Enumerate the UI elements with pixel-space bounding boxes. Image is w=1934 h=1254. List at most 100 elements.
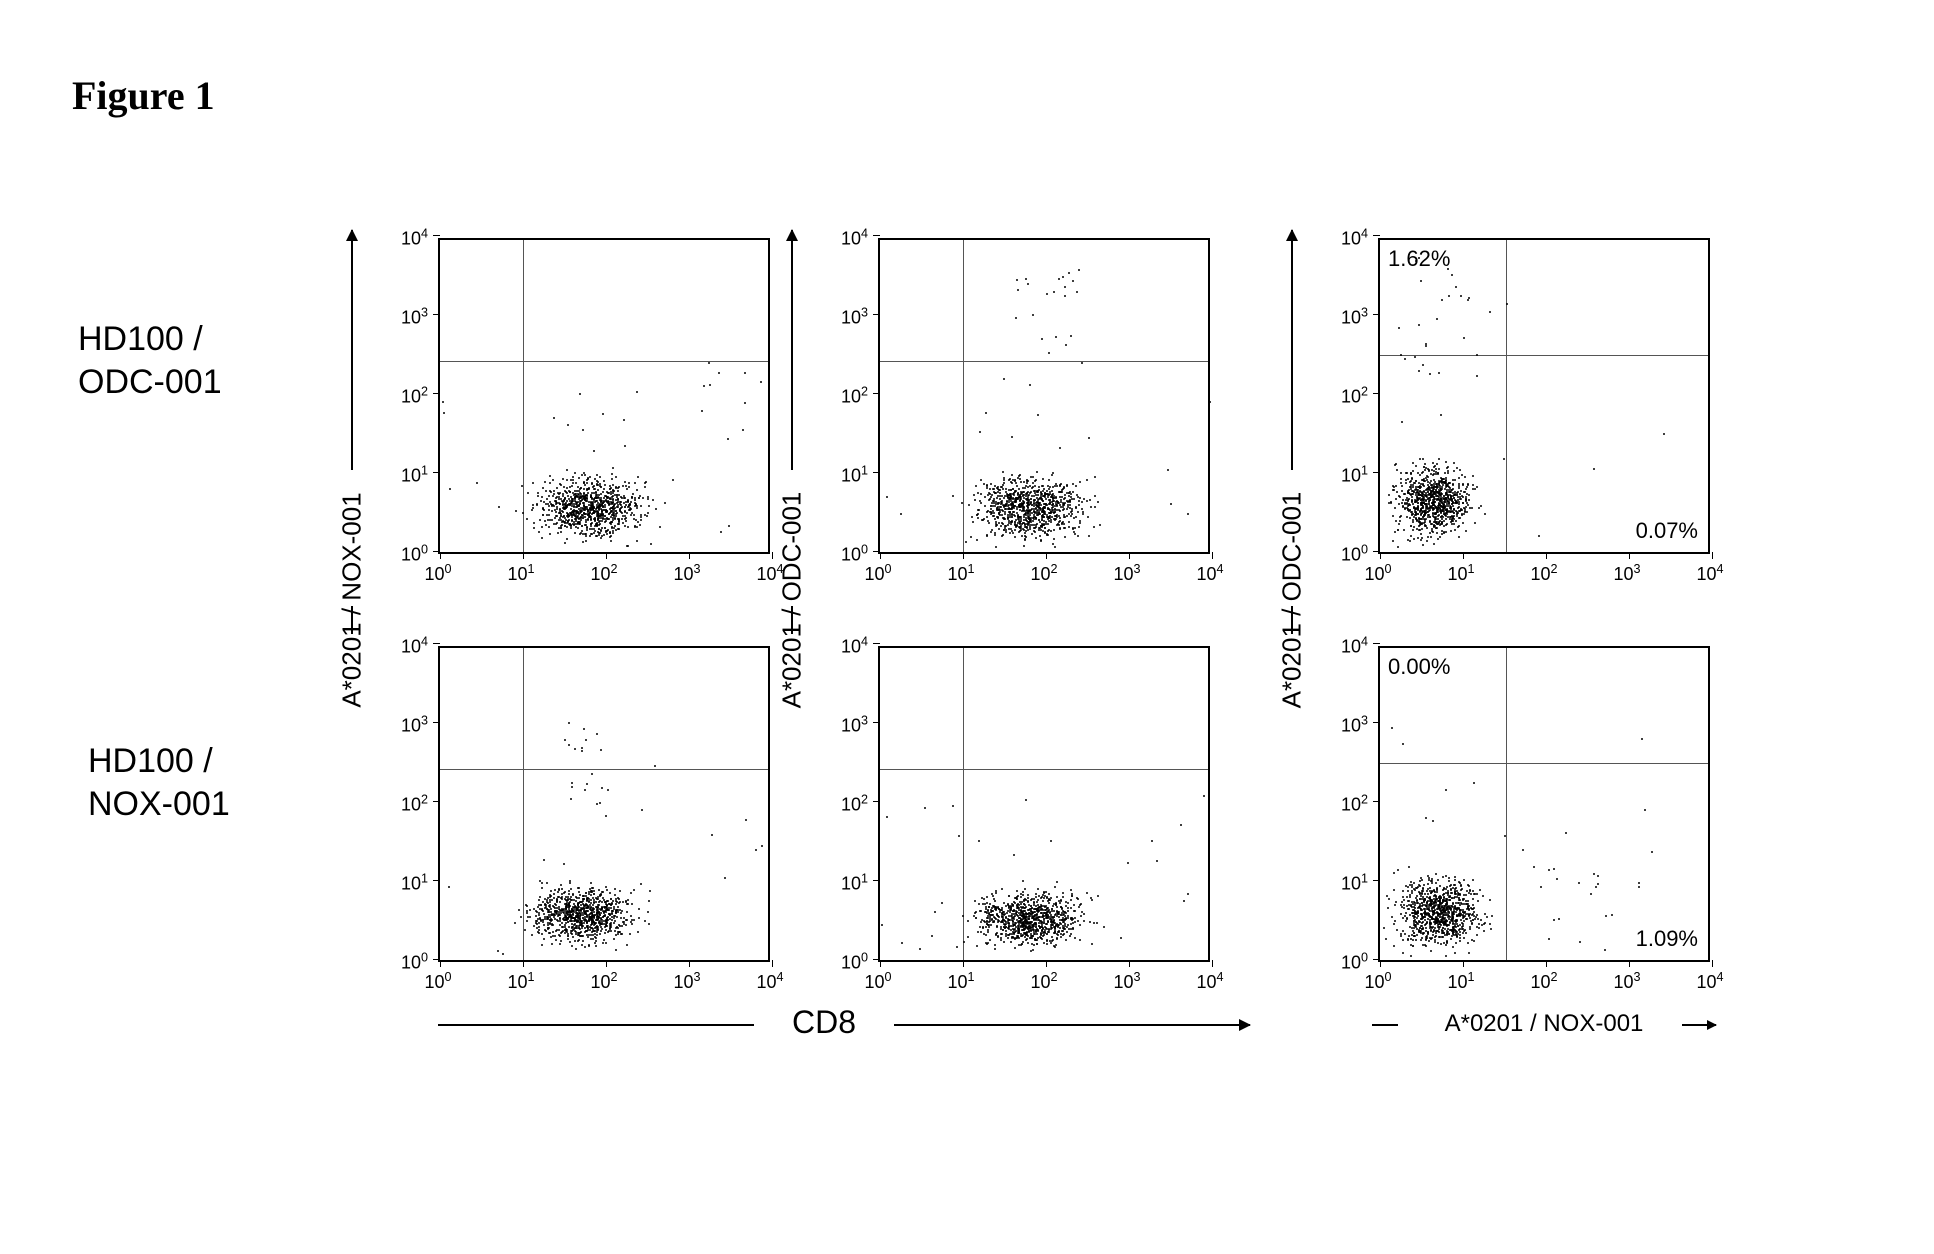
x-axis-arrow-icon: [438, 1024, 754, 1026]
tick-y: [873, 551, 880, 552]
tick-label-x: 100: [864, 562, 891, 585]
row-label: HD100 /NOX-001: [88, 740, 230, 825]
tick-label-x: 104: [1196, 970, 1223, 993]
x-axis-label-right: A*0201 / NOX-001: [1445, 1010, 1644, 1038]
tick-label-x: 104: [1696, 970, 1723, 993]
tick-label-x: 102: [1030, 562, 1057, 585]
tick-x: [1629, 960, 1630, 967]
x-axis-arrow-icon: [1682, 1024, 1716, 1026]
x-axis-arrow-icon: [894, 1024, 1250, 1026]
tick-x: [1463, 960, 1464, 967]
tick-y: [433, 393, 440, 394]
tick-label-x: 101: [1447, 970, 1474, 993]
tick-label-x: 101: [507, 562, 534, 585]
quadrant-percent: 0.07%: [1636, 518, 1698, 544]
quadrant-percent: 0.00%: [1388, 654, 1450, 680]
tick-label-y: 102: [401, 793, 428, 816]
tick-label-x: 104: [756, 970, 783, 993]
tick-y: [433, 472, 440, 473]
tick-y: [873, 643, 880, 644]
tick-label-y: 104: [1341, 227, 1368, 250]
y-axis-label: A*0201 / NOX-001: [337, 492, 368, 707]
tick-label-y: 103: [1341, 306, 1368, 329]
tick-label-x: 103: [1113, 562, 1140, 585]
tick-label-y: 101: [841, 872, 868, 895]
tick-label-x: 102: [590, 970, 617, 993]
tick-x: [440, 552, 441, 559]
tick-x: [1212, 960, 1213, 967]
quadrant-line-horizontal: [1380, 355, 1708, 356]
tick-y: [1373, 801, 1380, 802]
tick-y: [1373, 235, 1380, 236]
tick-y: [873, 959, 880, 960]
tick-label-x: 104: [1696, 562, 1723, 585]
tick-label-y: 102: [841, 385, 868, 408]
tick-label-y: 101: [1341, 872, 1368, 895]
tick-label-y: 102: [1341, 385, 1368, 408]
tick-label-x: 100: [864, 970, 891, 993]
tick-x: [1380, 960, 1381, 967]
plot-area: [878, 646, 1210, 962]
tick-label-y: 100: [401, 951, 428, 974]
tick-label-y: 100: [1341, 951, 1368, 974]
tick-x: [772, 960, 773, 967]
tick-y: [433, 314, 440, 315]
tick-y: [433, 551, 440, 552]
tick-label-x: 101: [947, 970, 974, 993]
tick-x: [440, 960, 441, 967]
tick-label-y: 100: [1341, 543, 1368, 566]
tick-label-x: 102: [1530, 562, 1557, 585]
tick-label-y: 102: [401, 385, 428, 408]
tick-x: [772, 552, 773, 559]
quadrant-line-vertical: [523, 648, 524, 960]
scatter-panel: 100100101101102102103103104104: [438, 238, 770, 554]
scatter-panel: 100100101101102102103103104104: [878, 646, 1210, 962]
tick-label-y: 102: [1341, 793, 1368, 816]
quadrant-line-horizontal: [880, 361, 1208, 362]
tick-y: [873, 801, 880, 802]
tick-x: [1380, 552, 1381, 559]
tick-x: [1546, 960, 1547, 967]
tick-x: [963, 552, 964, 559]
tick-y: [433, 235, 440, 236]
tick-label-x: 103: [1613, 562, 1640, 585]
tick-label-y: 101: [841, 464, 868, 487]
tick-y: [873, 880, 880, 881]
tick-x: [1712, 960, 1713, 967]
tick-label-x: 100: [1364, 562, 1391, 585]
scatter-panel: 1.62%0.07%100100101101102102103103104104: [1378, 238, 1710, 554]
tick-y: [1373, 643, 1380, 644]
tick-label-y: 100: [841, 951, 868, 974]
tick-label-x: 100: [1364, 970, 1391, 993]
tick-y: [433, 643, 440, 644]
tick-label-y: 100: [401, 543, 428, 566]
tick-x: [1129, 552, 1130, 559]
tick-label-x: 100: [424, 562, 451, 585]
scatter-panel: 0.00%1.09%100100101101102102103103104104: [1378, 646, 1710, 962]
tick-label-y: 101: [1341, 464, 1368, 487]
quadrant-line-vertical: [1506, 648, 1507, 960]
tick-label-x: 101: [947, 562, 974, 585]
tick-y: [433, 722, 440, 723]
plot-area: [438, 238, 770, 554]
tick-label-y: 102: [841, 793, 868, 816]
tick-y: [433, 880, 440, 881]
quadrant-line-vertical: [963, 240, 964, 552]
tick-label-x: 103: [1113, 970, 1140, 993]
tick-x: [963, 960, 964, 967]
plot-area: [878, 238, 1210, 554]
tick-y: [873, 722, 880, 723]
quadrant-line-horizontal: [440, 769, 768, 770]
quadrant-percent: 1.62%: [1388, 246, 1450, 272]
quadrant-line-horizontal: [440, 361, 768, 362]
tick-label-x: 102: [1030, 970, 1057, 993]
tick-label-y: 104: [841, 635, 868, 658]
tick-y: [433, 801, 440, 802]
tick-y: [873, 235, 880, 236]
quadrant-line-vertical: [523, 240, 524, 552]
tick-label-y: 101: [401, 872, 428, 895]
tick-y: [873, 472, 880, 473]
tick-x: [1046, 960, 1047, 967]
tick-y: [1373, 393, 1380, 394]
tick-label-y: 103: [1341, 714, 1368, 737]
